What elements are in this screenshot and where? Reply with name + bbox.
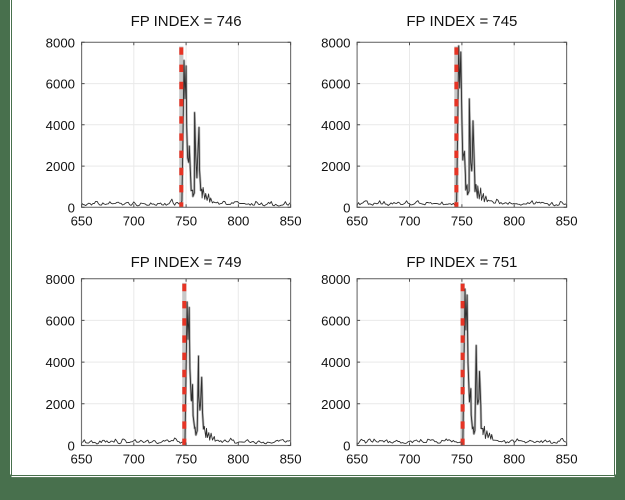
svg-text:6000: 6000 <box>46 77 75 92</box>
svg-text:2000: 2000 <box>321 397 350 412</box>
svg-text:700: 700 <box>123 452 145 467</box>
svg-text:2000: 2000 <box>46 159 75 174</box>
svg-text:850: 850 <box>556 214 578 229</box>
svg-text:650: 650 <box>70 452 92 467</box>
svg-text:0: 0 <box>343 439 350 454</box>
svg-text:700: 700 <box>123 214 145 229</box>
svg-text:4000: 4000 <box>321 118 350 133</box>
svg-text:FP INDEX = 749: FP INDEX = 749 <box>131 254 242 271</box>
svg-text:FP INDEX = 751: FP INDEX = 751 <box>406 254 517 271</box>
svg-text:6000: 6000 <box>321 314 350 329</box>
svg-text:650: 650 <box>346 452 368 467</box>
svg-text:2000: 2000 <box>46 397 75 412</box>
svg-text:6000: 6000 <box>46 314 75 329</box>
svg-text:850: 850 <box>280 452 302 467</box>
svg-text:0: 0 <box>68 439 75 454</box>
svg-text:750: 750 <box>175 214 197 229</box>
svg-text:650: 650 <box>346 214 368 229</box>
svg-text:2000: 2000 <box>321 159 350 174</box>
svg-text:4000: 4000 <box>46 355 75 370</box>
svg-text:8000: 8000 <box>321 272 350 287</box>
svg-text:8000: 8000 <box>46 35 75 50</box>
svg-text:800: 800 <box>503 214 525 229</box>
svg-text:FP INDEX = 745: FP INDEX = 745 <box>406 13 517 30</box>
svg-text:750: 750 <box>451 214 473 229</box>
svg-text:6000: 6000 <box>321 77 350 92</box>
svg-text:0: 0 <box>68 200 75 215</box>
svg-text:650: 650 <box>71 214 93 229</box>
svg-text:750: 750 <box>451 452 473 467</box>
svg-text:850: 850 <box>280 214 302 229</box>
svg-text:800: 800 <box>227 214 249 229</box>
svg-text:800: 800 <box>227 452 249 467</box>
svg-text:700: 700 <box>398 214 420 229</box>
svg-text:4000: 4000 <box>321 355 350 370</box>
svg-text:700: 700 <box>398 452 420 467</box>
svg-text:750: 750 <box>175 452 197 467</box>
svg-text:8000: 8000 <box>321 35 350 50</box>
svg-text:800: 800 <box>503 452 525 467</box>
svg-text:8000: 8000 <box>46 272 75 287</box>
svg-text:FP INDEX = 746: FP INDEX = 746 <box>131 13 242 30</box>
svg-text:850: 850 <box>556 452 578 467</box>
svg-text:0: 0 <box>343 200 350 215</box>
svg-text:4000: 4000 <box>46 118 75 133</box>
